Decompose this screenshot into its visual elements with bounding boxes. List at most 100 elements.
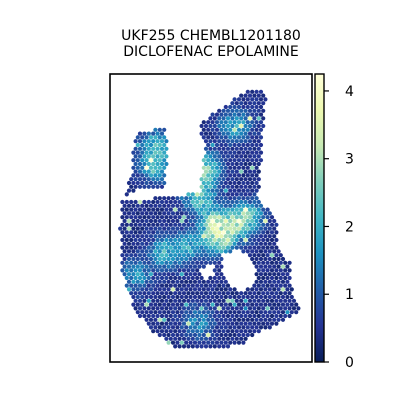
spot: [164, 215, 169, 220]
spot: [245, 97, 250, 102]
spot: [254, 317, 259, 322]
spot: [137, 230, 143, 235]
spot: [263, 279, 268, 284]
spot: [217, 283, 222, 288]
spot: [179, 211, 184, 216]
spot: [239, 215, 244, 220]
spot: [245, 203, 250, 208]
spot: [173, 268, 178, 273]
spot: [267, 211, 272, 216]
spot: [140, 165, 145, 170]
spot: [232, 203, 237, 208]
spot: [186, 344, 191, 349]
spot: [236, 211, 242, 216]
spot: [241, 249, 246, 254]
spot: [133, 215, 138, 220]
spot: [162, 332, 167, 338]
spot: [230, 207, 235, 212]
spot: [258, 97, 264, 102]
spot: [170, 279, 176, 284]
spot: [164, 313, 169, 319]
spot: [151, 298, 156, 303]
spot: [203, 237, 209, 243]
spot: [285, 279, 290, 284]
spot: [170, 264, 176, 269]
spot: [142, 298, 147, 303]
spot: [247, 222, 253, 227]
spot: [252, 298, 257, 303]
spot: [243, 192, 248, 197]
spot: [155, 207, 160, 212]
spot: [283, 313, 288, 319]
spot: [261, 207, 266, 212]
spot: [250, 218, 255, 224]
spot: [188, 287, 193, 292]
spot: [221, 161, 226, 167]
spot: [208, 230, 213, 235]
spot: [236, 340, 242, 345]
spot: [162, 158, 167, 163]
spot: [199, 253, 204, 258]
spot: [135, 234, 140, 239]
spot: [252, 116, 257, 121]
spot: [265, 237, 270, 243]
spot: [265, 268, 270, 273]
spot: [190, 306, 195, 311]
spot: [155, 260, 160, 265]
spot: [214, 203, 220, 208]
spot: [212, 184, 217, 189]
spot: [272, 226, 277, 231]
spot: [232, 127, 237, 132]
spot: [236, 302, 242, 307]
spot: [179, 272, 184, 277]
spot: [243, 336, 248, 341]
spot: [232, 112, 237, 117]
spot: [232, 302, 237, 307]
spot: [168, 245, 173, 250]
spot: [269, 222, 275, 227]
colorbar-tick-label: 0: [345, 355, 354, 371]
spot: [131, 272, 136, 277]
spot: [159, 268, 165, 273]
spot: [195, 230, 200, 235]
spot: [219, 203, 224, 208]
spot: [234, 131, 239, 136]
spot: [131, 256, 136, 262]
spot: [164, 207, 169, 212]
spot: [256, 146, 261, 151]
spot: [250, 158, 255, 163]
spot: [254, 173, 259, 178]
spot: [126, 256, 132, 262]
spot: [239, 161, 244, 167]
spot: [197, 226, 202, 231]
spot: [252, 93, 257, 98]
spot: [199, 207, 204, 212]
spot: [230, 108, 235, 113]
spot: [155, 139, 160, 144]
spot: [155, 222, 160, 227]
spot: [230, 230, 235, 235]
spot: [252, 291, 257, 296]
spot: [208, 199, 213, 205]
spot: [164, 275, 169, 281]
spot: [129, 177, 134, 182]
spot: [245, 188, 250, 193]
spot: [190, 336, 195, 341]
spot: [188, 302, 193, 307]
spot: [210, 120, 215, 125]
spot: [151, 146, 156, 151]
spot: [261, 313, 266, 319]
spot: [265, 313, 270, 319]
spot: [230, 139, 235, 144]
spot: [245, 317, 250, 322]
spot: [267, 226, 272, 231]
spot: [210, 226, 215, 231]
spot: [155, 291, 160, 296]
spot: [190, 199, 195, 205]
spot: [263, 234, 268, 239]
spot: [131, 294, 136, 300]
spot: [276, 272, 281, 277]
spot: [184, 294, 189, 300]
spot: [296, 306, 301, 311]
spot: [223, 325, 228, 330]
